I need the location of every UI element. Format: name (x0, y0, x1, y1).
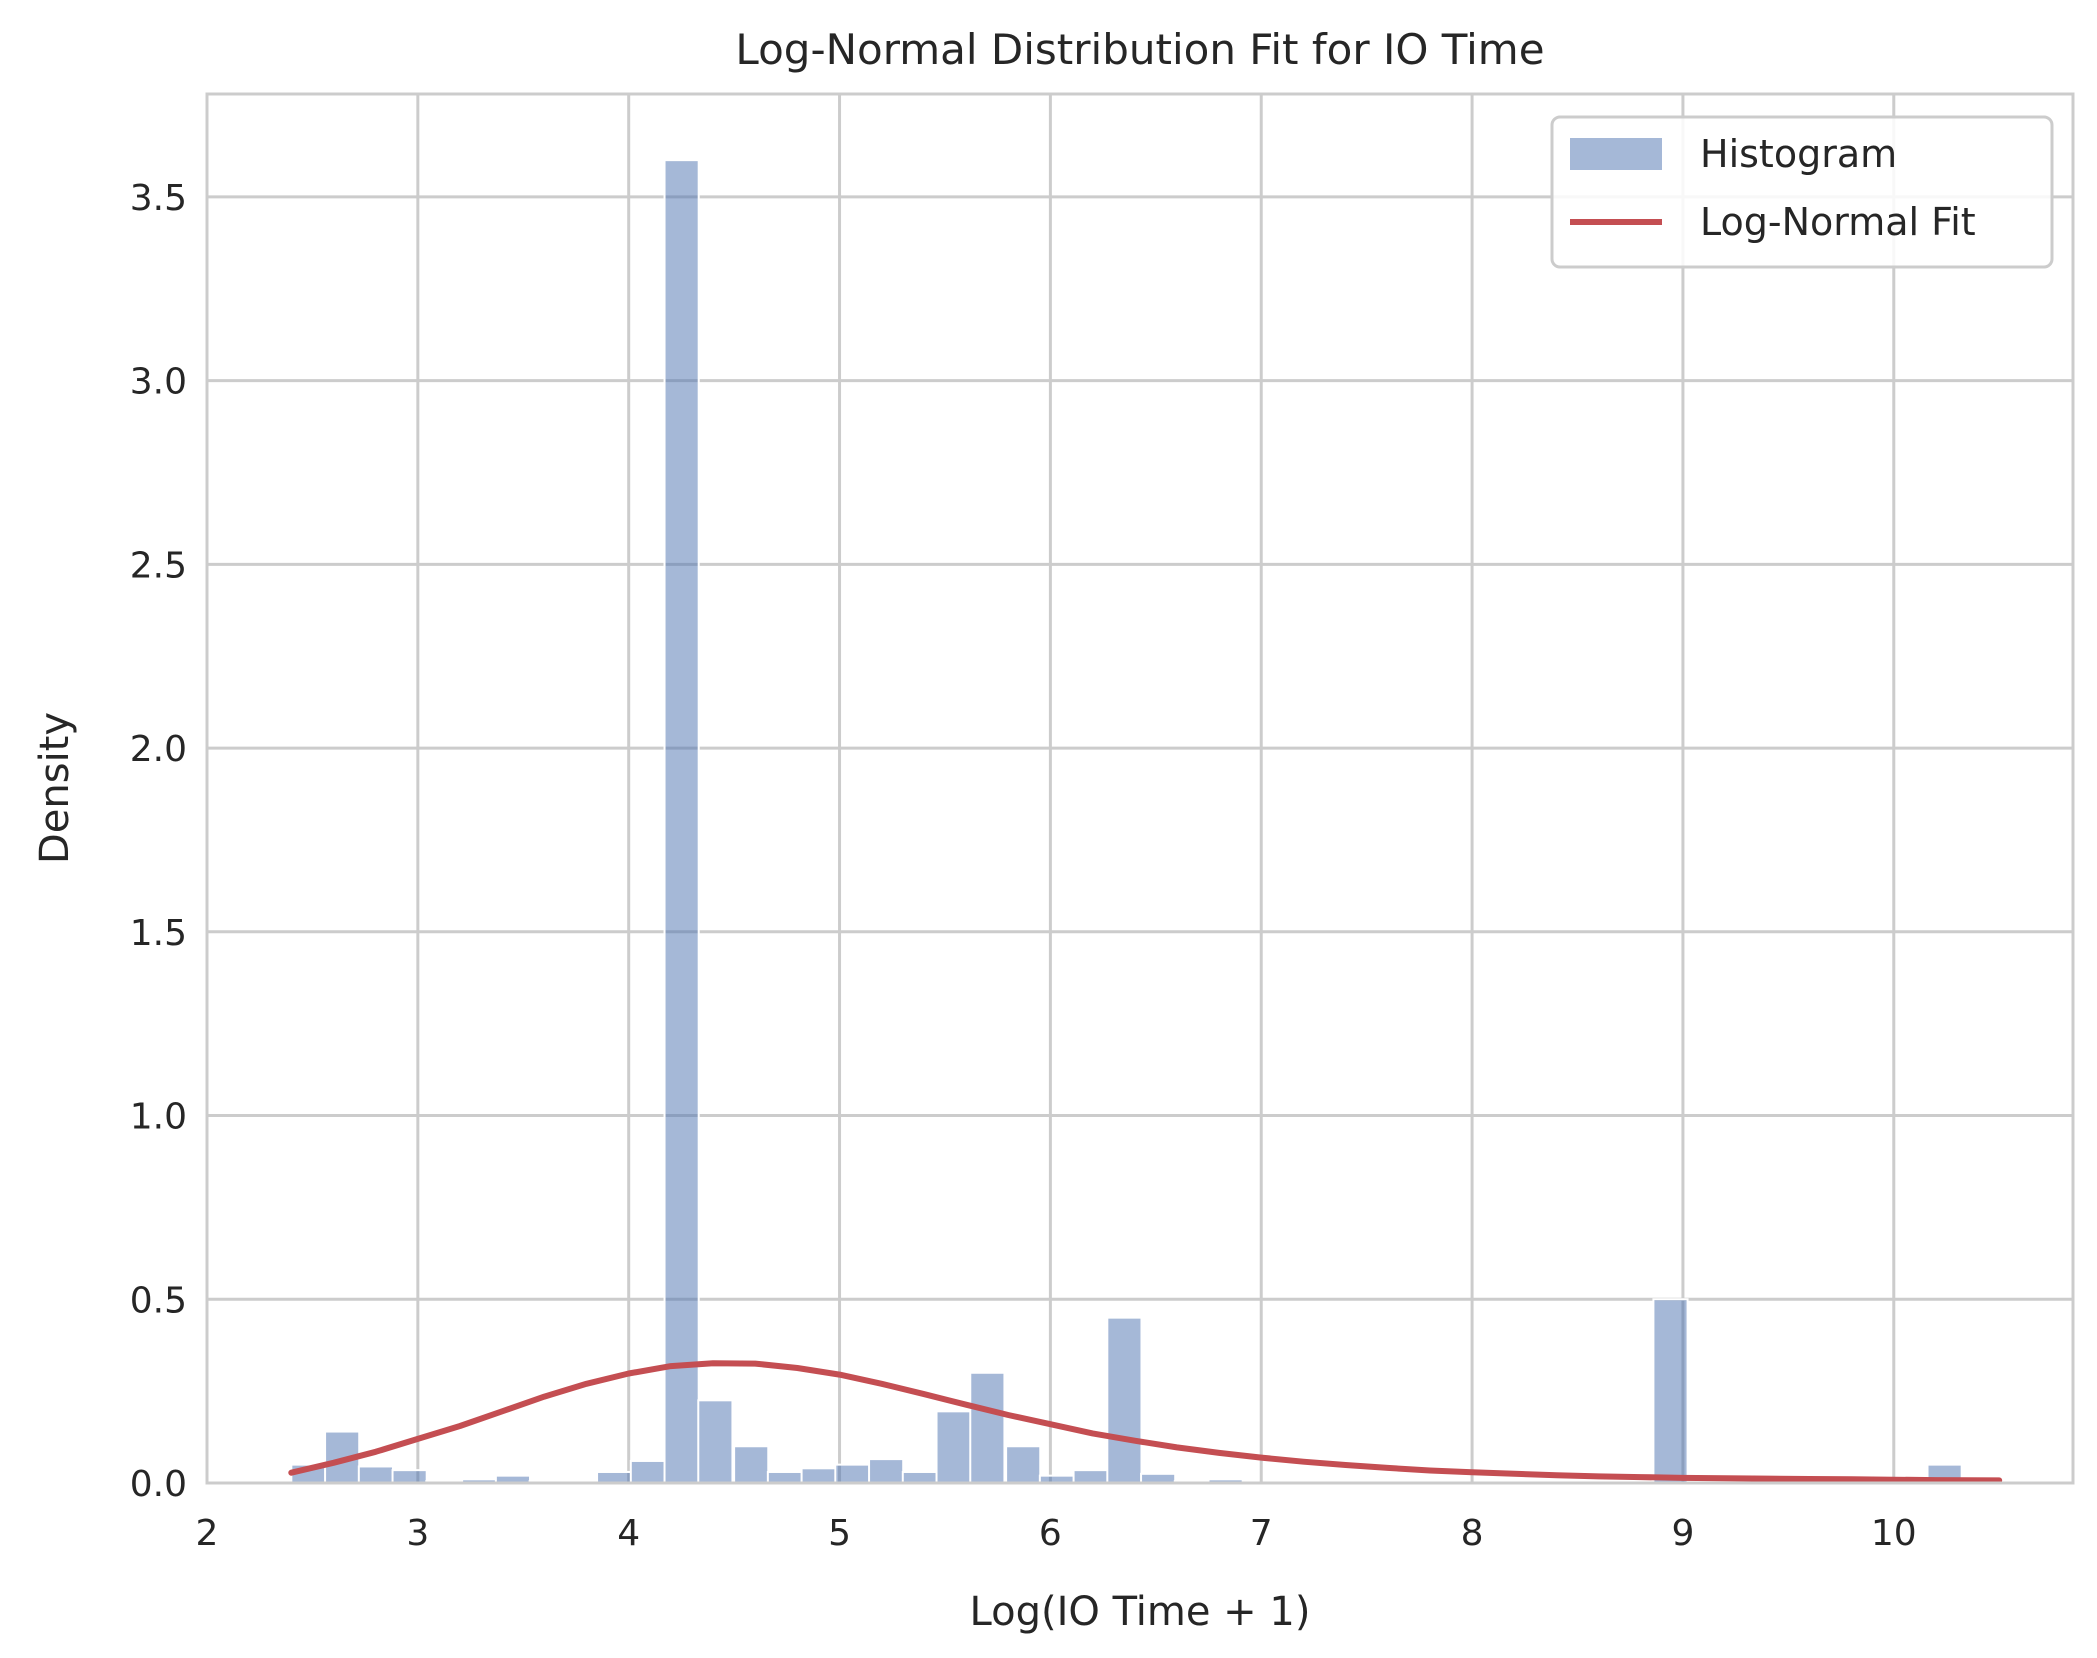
x-tick-label: 8 (1461, 1513, 1484, 1554)
histogram-bar (800, 1467, 837, 1485)
histogram-bar (663, 159, 700, 1485)
x-tick-labels: 2 3 4 5 6 7 8 9 10 (196, 1513, 1917, 1554)
x-tick-label: 2 (196, 1513, 219, 1554)
histogram-bar (969, 1371, 1006, 1485)
y-tick-label: 3.0 (130, 362, 187, 403)
histogram-bar (733, 1445, 770, 1485)
legend-fit-label: Log-Normal Fit (1700, 200, 1976, 244)
x-tick-label: 9 (1671, 1513, 1694, 1554)
fit-line-layer (288, 1360, 2003, 1484)
y-tick-label: 0.5 (130, 1280, 187, 1321)
y-tick-label: 2.5 (130, 545, 187, 586)
y-tick-labels: 0.0 0.5 1.0 1.5 2.0 2.5 3.0 3.5 (130, 178, 187, 1505)
histogram-bar (935, 1410, 972, 1484)
histogram-bar (868, 1458, 905, 1485)
histogram-bar (629, 1459, 666, 1485)
legend: Histogram Log-Normal Fit (1550, 115, 2054, 269)
x-tick-label: 3 (406, 1513, 429, 1554)
plot-frame (205, 92, 2075, 1485)
x-tick-label: 7 (1250, 1513, 1273, 1554)
x-tick-label: 5 (828, 1513, 851, 1554)
histogram-bar (1005, 1445, 1042, 1485)
histogram-bars (290, 159, 1963, 1485)
x-tick-label: 6 (1039, 1513, 1062, 1554)
histogram-bar (596, 1470, 633, 1485)
histogram-bar (834, 1463, 871, 1484)
x-tick-label: 4 (617, 1513, 640, 1554)
x-tick-label: 10 (1871, 1513, 1917, 1554)
y-axis-label: Density (32, 712, 78, 864)
y-tick-label: 3.5 (130, 178, 187, 219)
histogram-bar (697, 1399, 734, 1484)
legend-histogram-swatch (1570, 138, 1662, 170)
legend-histogram-label: Histogram (1700, 132, 1897, 176)
y-tick-label: 2.0 (130, 729, 187, 770)
histogram-bar (1106, 1316, 1143, 1484)
y-tick-label: 1.0 (130, 1097, 187, 1138)
y-tick-label: 0.0 (130, 1464, 187, 1505)
legend-box (1550, 115, 2054, 269)
y-tick-label: 1.5 (130, 913, 187, 954)
histogram-bar (1072, 1469, 1109, 1485)
histogram-bar (1652, 1298, 1689, 1485)
log-normal-fit-line (288, 1360, 2003, 1484)
histogram-bar (391, 1469, 428, 1485)
grid-layer (205, 94, 2073, 1485)
histogram-bar (357, 1465, 394, 1484)
chart-title: Log-Normal Distribution Fit for IO Time (735, 25, 1544, 74)
histogram-bar (901, 1470, 938, 1485)
histogram-bar (766, 1470, 804, 1485)
x-axis-label: Log(IO Time + 1) (970, 1589, 1311, 1635)
